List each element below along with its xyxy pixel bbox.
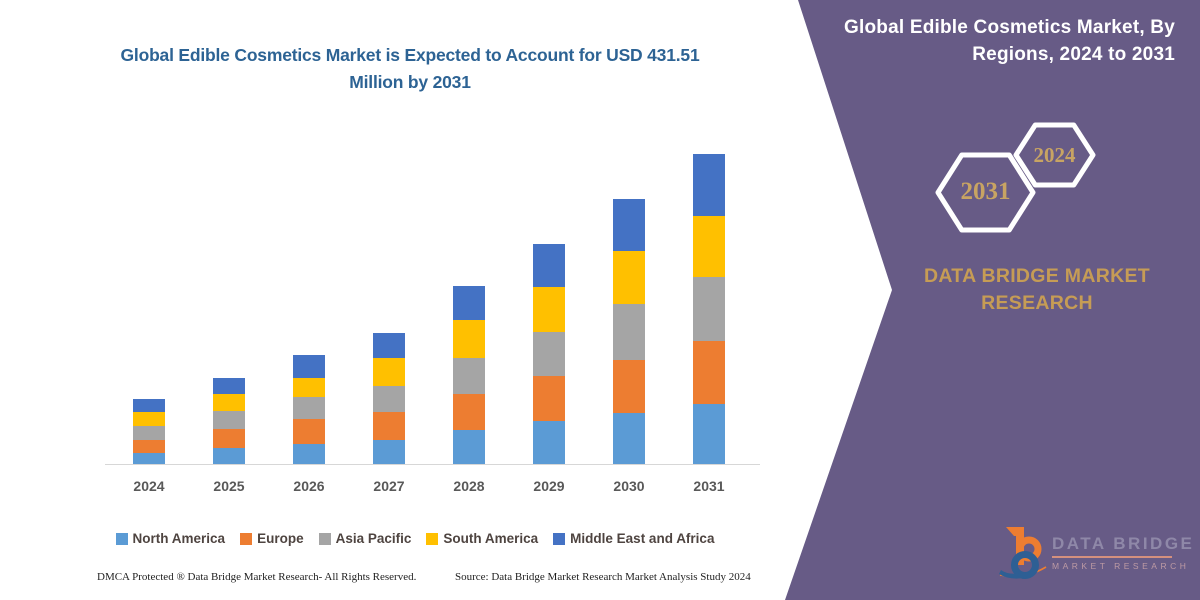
bar-segment-middle-east-and-africa-2029 [533,243,565,288]
bar-segment-south-america-2025 [213,393,245,411]
hexagon-2024-outline [1013,122,1096,188]
bar-segment-asia-pacific-2030 [613,303,645,360]
bar-segment-europe-2027 [373,412,405,440]
bar-segment-north-america-2024 [133,452,165,464]
dbmr-logo-icon [999,527,1047,579]
bar-segment-south-america-2030 [613,251,645,304]
bar-segment-europe-2024 [133,440,165,453]
bar-segment-asia-pacific-2029 [533,331,565,377]
chart-legend: North America Europe Asia Pacific South Ame… [70,531,760,546]
x-axis-label-2026: 2026 [293,478,325,494]
bar-segment-north-america-2026 [293,443,325,464]
bar-2026 [293,354,325,464]
legend-swatch-asia-pacific [318,532,331,545]
legend-swatch-south-america [426,532,439,545]
bar-segment-south-america-2029 [533,287,565,332]
bar-2030 [613,198,645,464]
bar-segment-asia-pacific-2027 [373,385,405,413]
bar-segment-north-america-2028 [453,429,485,464]
dbmr-logo-wordmark: DATA BRIDGE MARKET RESEARCH [1052,534,1195,571]
x-axis-label-2025: 2025 [213,478,245,494]
x-axis-label-2024: 2024 [133,478,165,494]
legend-item-asia-pacific: Asia Pacific [318,531,412,546]
logo-tagline: MARKET RESEARCH [1052,561,1190,571]
x-axis-label-2030: 2030 [613,478,645,494]
bar-segment-middle-east-and-africa-2025 [213,377,245,394]
bar-segment-asia-pacific-2026 [293,396,325,420]
bar-segment-europe-2029 [533,376,565,421]
bar-segment-north-america-2031 [693,403,725,464]
bar-segment-asia-pacific-2028 [453,357,485,394]
bar-2025 [213,377,245,464]
legend-swatch-middle-east-and-africa [553,532,566,545]
x-axis-labels: 2024 2025 2026 2027 2028 2029 2030 2031 [133,478,725,494]
bar-segment-europe-2028 [453,393,485,430]
legend-item-south-america: South America [426,531,538,546]
bar-segment-asia-pacific-2024 [133,426,165,441]
bar-segment-middle-east-and-africa-2030 [613,198,645,252]
bar-2028 [453,285,485,464]
copyright-text: DMCA Protected ® Data Bridge Market Rese… [97,571,417,583]
bar-segment-middle-east-and-africa-2027 [373,332,405,358]
bar-segment-middle-east-and-africa-2024 [133,399,165,412]
hexagon-label-2024: 2024 [1033,143,1076,167]
legend-label-middle-east-and-africa: Middle East and Africa [570,531,715,546]
bar-segment-south-america-2026 [293,377,325,397]
legend-label-south-america: South America [443,531,539,546]
bar-segment-europe-2025 [213,429,245,448]
bar-segment-europe-2031 [693,340,725,404]
bar-segment-south-america-2028 [453,320,485,358]
x-axis-label-2029: 2029 [533,478,565,494]
x-axis-label-2028: 2028 [453,478,485,494]
legend-item-north-america: North America [115,531,226,546]
x-axis-line [105,464,760,465]
bar-2027 [373,332,405,464]
x-axis-label-2031: 2031 [693,478,725,494]
source-text: Source: Data Bridge Market Research Mark… [455,571,751,583]
bar-segment-north-america-2027 [373,439,405,464]
bars-row [133,120,725,464]
side-panel: Global Edible Cosmetics Market, By Regio… [785,0,1200,600]
hexagons-graphic [935,122,1096,233]
bar-segment-europe-2026 [293,419,325,444]
bar-segment-middle-east-and-africa-2028 [453,285,485,321]
bar-2024 [133,399,165,464]
bar-segment-north-america-2030 [613,413,645,464]
bar-segment-middle-east-and-africa-2031 [693,154,725,217]
bar-2031 [693,154,725,464]
legend-label-north-america: North America [132,531,226,546]
hexagon-2031-outline [935,152,1036,233]
legend-swatch-europe [240,532,253,545]
bar-segment-middle-east-and-africa-2026 [293,354,325,378]
bar-2029 [533,243,565,464]
logo-divider [1052,556,1172,558]
bar-segment-south-america-2024 [133,411,165,427]
legend-item-middle-east-and-africa: Middle East and Africa [553,531,714,546]
brand-text: DATA BRIDGE MARKET RESEARCH [923,265,1151,314]
bar-segment-europe-2030 [613,359,645,413]
legend-label-asia-pacific: Asia Pacific [335,531,412,546]
legend-item-europe: Europe [240,531,304,546]
legend-label-europe: Europe [257,531,304,546]
x-axis-label-2027: 2027 [373,478,405,494]
hexagon-label-2031: 2031 [960,178,1011,205]
panel-title: Global Edible Cosmetics Market, By Regio… [844,17,1175,65]
logo-name: DATA BRIDGE [1052,534,1195,553]
bar-segment-south-america-2031 [693,216,725,278]
legend-swatch-north-america [115,532,128,545]
bar-segment-north-america-2029 [533,420,565,464]
bar-segment-asia-pacific-2031 [693,277,725,341]
bar-segment-north-america-2025 [213,447,245,464]
chart-title: Global Edible Cosmetics Market is Expect… [120,45,700,93]
bar-segment-asia-pacific-2025 [213,410,245,430]
bar-segment-south-america-2027 [373,357,405,386]
